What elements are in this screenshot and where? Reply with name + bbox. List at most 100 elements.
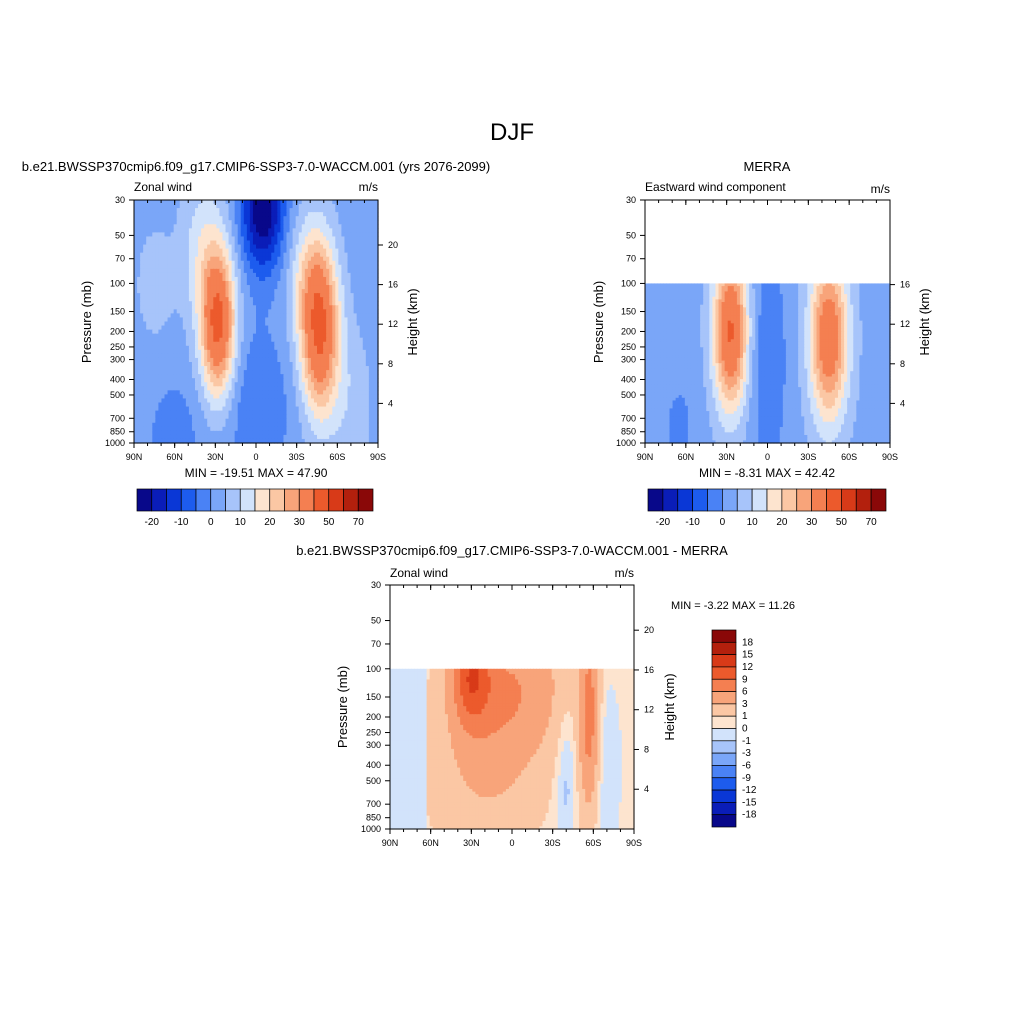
field-cell	[152, 370, 156, 375]
field-cell	[262, 370, 266, 375]
field-cell	[161, 200, 166, 205]
field-cell	[365, 281, 370, 286]
field-cell	[237, 325, 242, 331]
field-cell	[743, 283, 747, 287]
field-cell	[222, 357, 227, 363]
field-cell	[326, 293, 330, 298]
field-cell	[207, 362, 211, 367]
field-cell	[185, 386, 190, 391]
field-cell	[240, 244, 245, 250]
field-cell	[268, 260, 272, 266]
field-cell	[161, 398, 166, 404]
field-cell	[198, 357, 202, 363]
field-cell	[231, 244, 236, 250]
field-cell	[216, 386, 220, 391]
field-cell	[341, 309, 346, 314]
field-cell	[137, 398, 141, 404]
field-cell	[201, 414, 205, 420]
field-cell	[152, 321, 156, 327]
field-cell	[280, 422, 285, 428]
field-cell	[216, 362, 220, 367]
field-cell	[350, 333, 355, 339]
field-cell	[173, 434, 178, 440]
field-cell	[353, 333, 358, 339]
field-cell	[149, 321, 153, 327]
field-cell	[237, 224, 242, 229]
field-cell	[176, 264, 181, 270]
field-cell	[313, 345, 318, 351]
field-cell	[307, 438, 312, 444]
field-cell	[149, 228, 153, 233]
field-cell	[143, 244, 147, 250]
field-cell	[335, 378, 339, 383]
field-cell	[301, 216, 306, 221]
field-cell	[225, 438, 230, 444]
field-cell	[201, 345, 205, 351]
field-cell	[173, 285, 178, 290]
field-cell	[219, 438, 224, 444]
field-cell	[167, 345, 172, 351]
field-cell	[286, 353, 291, 359]
field-cell	[249, 426, 254, 432]
field-cell	[182, 426, 187, 432]
field-cell	[191, 276, 196, 282]
field-cell	[176, 276, 181, 282]
field-cell	[195, 382, 199, 387]
field-cell	[320, 309, 324, 314]
field-cell	[323, 426, 327, 432]
field-cell	[225, 301, 230, 306]
field-cell	[167, 204, 172, 209]
field-cell	[353, 349, 358, 355]
field-cell	[320, 329, 324, 335]
field-cell	[344, 426, 349, 432]
field-cell	[210, 244, 214, 250]
field-cell	[231, 406, 236, 412]
field-cell	[188, 252, 193, 258]
field-cell	[326, 317, 330, 323]
field-cell	[338, 341, 342, 347]
field-cell	[240, 293, 245, 298]
field-cell	[179, 240, 184, 246]
field-cell	[262, 256, 266, 262]
field-cell	[341, 422, 346, 428]
field-cell	[317, 333, 321, 339]
field-cell	[231, 438, 236, 444]
field-cell	[368, 414, 373, 420]
field-cell	[149, 370, 153, 375]
field-cell	[228, 394, 233, 400]
field-cell	[204, 232, 208, 238]
field-cell	[256, 216, 260, 221]
field-cell	[143, 390, 147, 395]
field-cell	[225, 204, 230, 209]
panel-model-y2label: Height (km)	[405, 288, 420, 355]
field-cell	[265, 337, 269, 343]
field-cell	[289, 256, 294, 262]
field-cell	[179, 333, 184, 339]
field-cell	[225, 297, 230, 302]
field-cell	[149, 208, 153, 213]
field-cell	[152, 333, 156, 339]
field-cell	[240, 264, 245, 270]
field-cell	[219, 272, 224, 278]
field-cell	[721, 283, 726, 287]
field-cell	[249, 208, 254, 213]
field-cell	[280, 418, 285, 424]
field-cell	[222, 394, 227, 400]
field-cell	[179, 268, 184, 274]
field-cell	[332, 337, 336, 343]
field-cell	[265, 281, 269, 286]
field-cell	[326, 410, 330, 416]
field-cell	[237, 378, 242, 383]
field-cell	[792, 283, 796, 287]
field-cell	[207, 374, 211, 379]
field-cell	[198, 353, 202, 359]
field-cell	[304, 212, 309, 217]
field-cell	[185, 220, 190, 225]
field-cell	[201, 232, 205, 238]
field-cell	[335, 232, 339, 238]
field-cell	[164, 321, 169, 327]
field-cell	[225, 370, 230, 375]
field-cell	[320, 256, 324, 262]
field-cell	[216, 366, 220, 371]
field-cell	[310, 374, 315, 379]
